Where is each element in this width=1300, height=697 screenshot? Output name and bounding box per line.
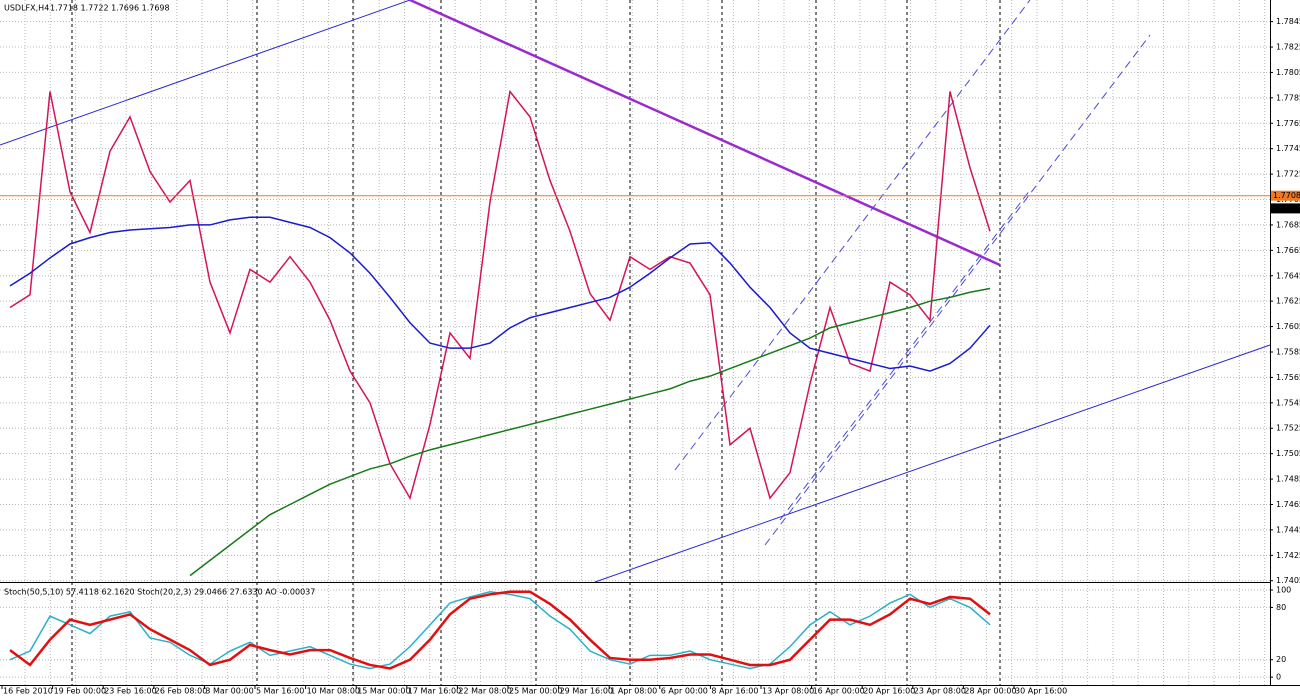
plot (0, 89, 1270, 670)
trendlines (0, 0, 1271, 583)
x-tick-label: 23 Apr 08:00 (914, 687, 966, 696)
x-tick-label: 8 Apr 16:00 (711, 687, 758, 696)
y-tick-label: 1.7525 (1276, 424, 1300, 433)
y-tick-label: 1.7725 (1276, 170, 1300, 179)
x-tick-label: 22 Mar 08:00 (458, 687, 511, 696)
price-label-box (1271, 190, 1300, 201)
indicator-title: Stoch(50,5,10) 57.4118 62.1620 Stoch(20,… (4, 588, 315, 597)
x-tick-label: 16 Feb 2010 (3, 687, 53, 696)
y-tick-label: 1.7485 (1276, 475, 1300, 484)
y-tick-label: 1.7605 (1276, 322, 1300, 331)
price-label: 1.7708 (1273, 191, 1300, 200)
x-tick-label: 19 Feb 00:00 (54, 687, 106, 696)
x-tick-label: 1 Apr 08:00 (610, 687, 657, 696)
channel-line (674, 0, 1031, 471)
y-tick-label: 1.7585 (1276, 347, 1300, 356)
y-tick-label: 1.7845 (1276, 17, 1300, 26)
y-tick-label: 20 (1276, 655, 1286, 664)
channel-line (764, 34, 1151, 546)
series-line (189, 287, 991, 577)
y-tick-label: 1.7825 (1276, 43, 1300, 52)
y-tick-label: 0 (1276, 673, 1281, 682)
x-tick-label: 16 Apr 00:00 (813, 687, 865, 696)
x-tick-label: 13 Apr 08:00 (762, 687, 814, 696)
y-tick-label: 1.7785 (1276, 93, 1300, 102)
y-tick-label: 100 (1276, 585, 1291, 594)
y-tick-label: 1.7565 (1276, 373, 1300, 382)
trendline (594, 344, 1271, 583)
y-tick-label: 1.7545 (1276, 398, 1300, 407)
ohlc: 1.7718 1.7722 1.7696 1.7698 (50, 4, 170, 13)
series-line (9, 590, 991, 670)
x-tick-label: 10 Mar 08:00 (307, 687, 360, 696)
trendline (0, 0, 411, 146)
y-tick-label: 1.7765 (1276, 119, 1300, 128)
y-tick-label: 1.7505 (1276, 449, 1300, 458)
price-label: 1.7698 (1273, 204, 1300, 213)
x-tick-label: 26 Feb 08:00 (155, 687, 207, 696)
x-tick-label: 17 Mar 16:00 (408, 687, 461, 696)
x-tick-label: 6 Apr 00:00 (661, 687, 708, 696)
x-tick-label: 3 Mar 00:00 (205, 687, 253, 696)
channel-line (779, 189, 1031, 521)
series-line (9, 216, 991, 372)
symbol: USDLFX,H4 (4, 4, 49, 13)
price-label-box (1271, 203, 1300, 214)
y-tick-label: 1.7745 (1276, 144, 1300, 153)
y-tick-label: 1.7685 (1276, 220, 1300, 229)
x-tick-label: 15 Mar 00:00 (357, 687, 410, 696)
x-tick-label: 28 Apr 00:00 (964, 687, 1016, 696)
y-tick-label: 1.7465 (1276, 500, 1300, 509)
y-tick-label: 80 (1276, 603, 1286, 612)
series-line (9, 89, 991, 501)
x-tick-label: 25 Mar 00:00 (509, 687, 562, 696)
x-tick-label: 5 Mar 16:00 (256, 687, 304, 696)
y-tick-label: 1.7805 (1276, 68, 1300, 77)
y-tick-label: 1.7645 (1276, 271, 1300, 280)
y-tick-label: 1.7665 (1276, 246, 1300, 255)
y-tick-label: 1.7425 (1276, 551, 1300, 560)
y-tick-label: 1.7445 (1276, 525, 1300, 534)
x-tick-label: 20 Apr 16:00 (863, 687, 915, 696)
x-tick-label: 30 Apr 16:00 (1015, 687, 1067, 696)
grid (0, 0, 1270, 685)
y-tick-label: 1.7405 (1276, 576, 1300, 585)
x-tick-label: 29 Mar 16:00 (560, 687, 613, 696)
x-tick-label: 23 Feb 16:00 (104, 687, 156, 696)
trendline (409, 0, 1001, 267)
y-tick-label: 1.7625 (1276, 297, 1300, 306)
